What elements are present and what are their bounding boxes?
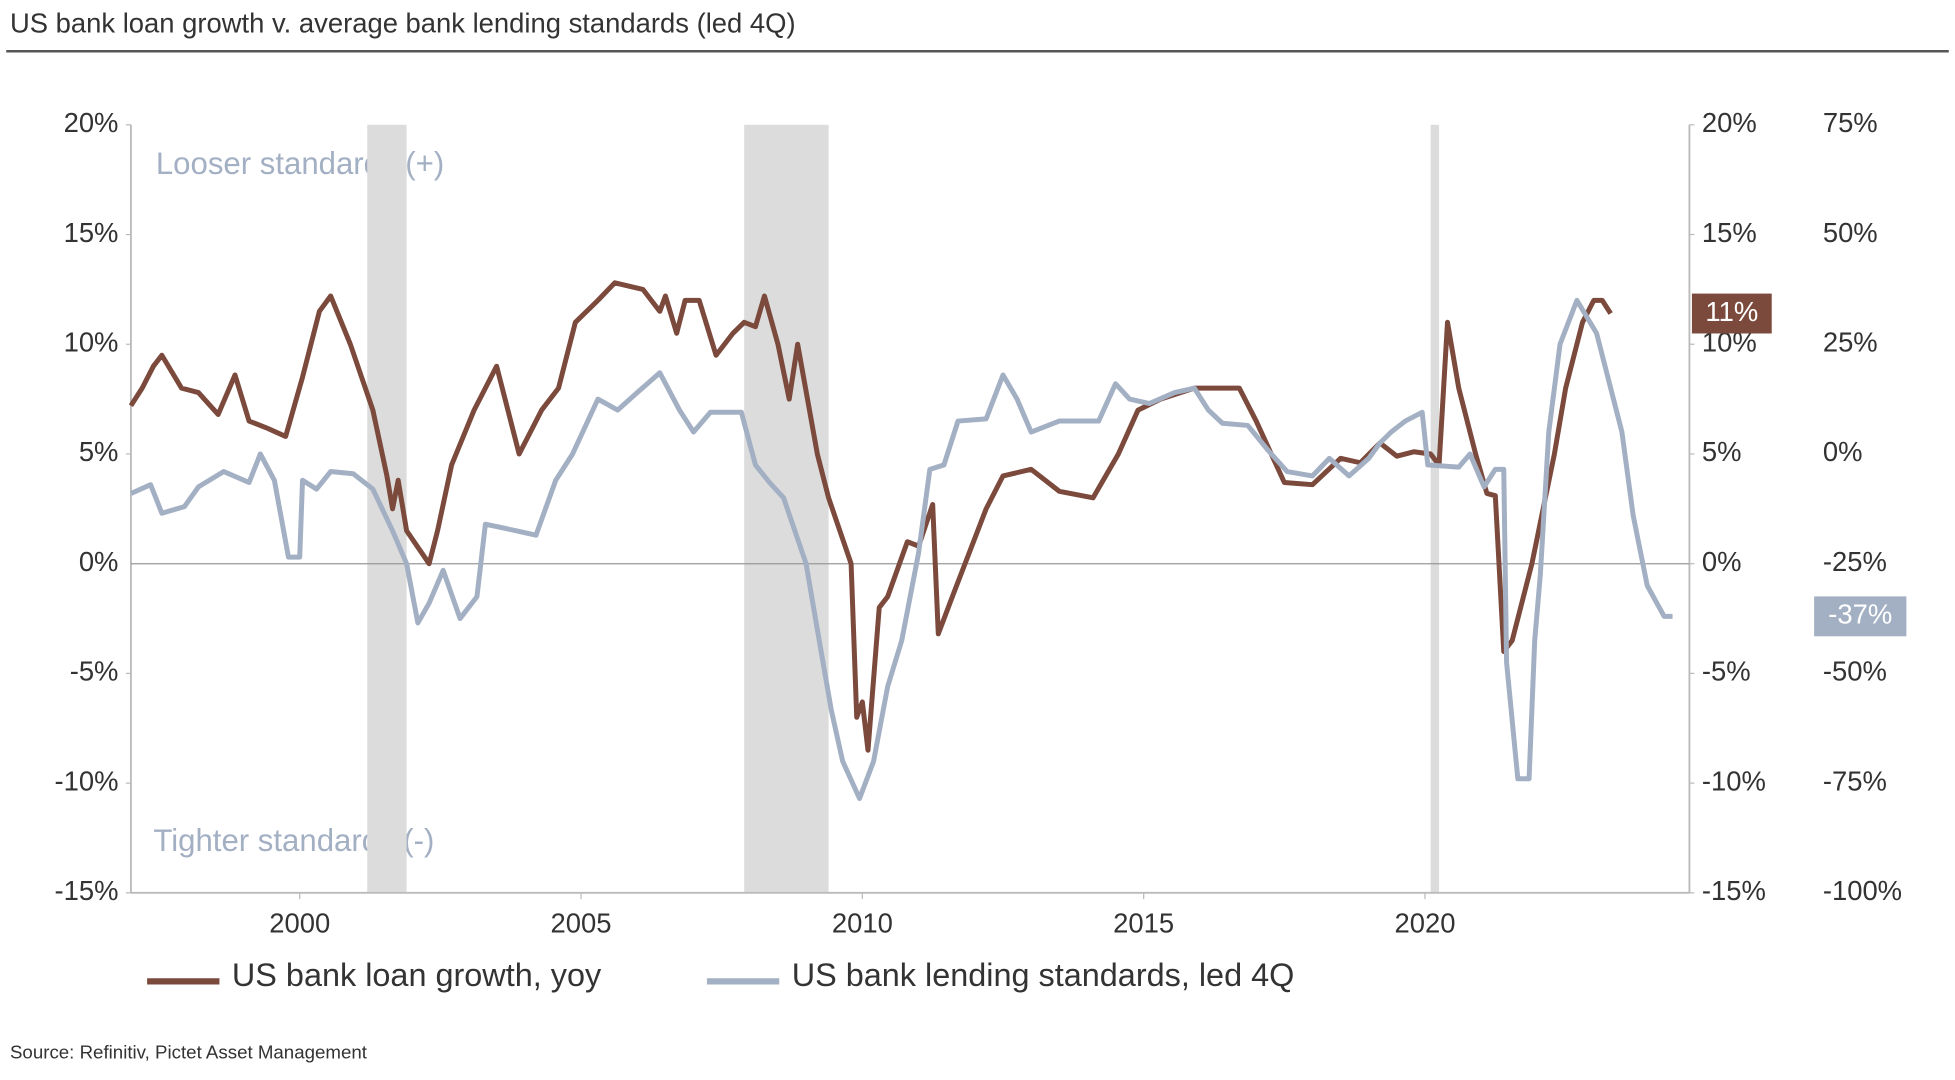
- y-tick-label-right: 15%: [1702, 217, 1757, 248]
- end-label: 11%: [1705, 296, 1758, 327]
- end-label-box: [1691, 293, 1772, 334]
- y-tick-label: -5%: [70, 656, 119, 687]
- y2-tick-label: -100%: [1823, 875, 1902, 906]
- x-tick-label: 2000: [269, 908, 330, 939]
- chart-title: US bank loan growth v. average bank lend…: [10, 7, 796, 38]
- end-label: -37%: [1828, 599, 1892, 630]
- x-tick-label: 2020: [1395, 908, 1456, 939]
- y2-tick-label: 75%: [1823, 107, 1878, 138]
- y-tick-label: -10%: [54, 765, 118, 796]
- x-tick-label: 2010: [832, 908, 893, 939]
- y-tick-label-right: -10%: [1702, 765, 1766, 796]
- y2-tick-label: -50%: [1823, 656, 1887, 687]
- y2-tick-label: -25%: [1823, 546, 1887, 577]
- y-tick-label-right: 5%: [1702, 436, 1742, 467]
- y-tick-label: 5%: [79, 436, 119, 467]
- x-tick-label: 2015: [1113, 908, 1174, 939]
- recession-shade: [367, 124, 407, 893]
- y-tick-label-right: 20%: [1702, 107, 1757, 138]
- y-tick-label-right: 0%: [1702, 546, 1742, 577]
- y-tick-label-right: -15%: [1702, 875, 1766, 906]
- y2-tick-label: 25%: [1823, 327, 1878, 358]
- y2-tick-label: -75%: [1823, 765, 1887, 796]
- end-label-box: [1814, 596, 1907, 637]
- series-line: [128, 280, 1613, 753]
- y-tick-label: 20%: [64, 107, 119, 138]
- series-line: [129, 297, 1673, 801]
- y-tick-label: 10%: [64, 327, 119, 358]
- recession-shade: [1430, 124, 1440, 893]
- x-tick-label: 2005: [551, 908, 612, 939]
- legend-label: US bank lending standards, led 4Q: [792, 957, 1295, 993]
- y-tick-label-right: -5%: [1702, 656, 1751, 687]
- legend-label: US bank loan growth, yoy: [232, 957, 602, 993]
- y-tick-label: 15%: [64, 217, 119, 248]
- y2-tick-label: 0%: [1823, 436, 1863, 467]
- y-tick-label: -15%: [54, 875, 118, 906]
- y2-tick-label: 50%: [1823, 217, 1878, 248]
- y-tick-label: 0%: [79, 546, 119, 577]
- source: Source: Refinitiv, Pictet Asset Manageme…: [10, 1042, 368, 1063]
